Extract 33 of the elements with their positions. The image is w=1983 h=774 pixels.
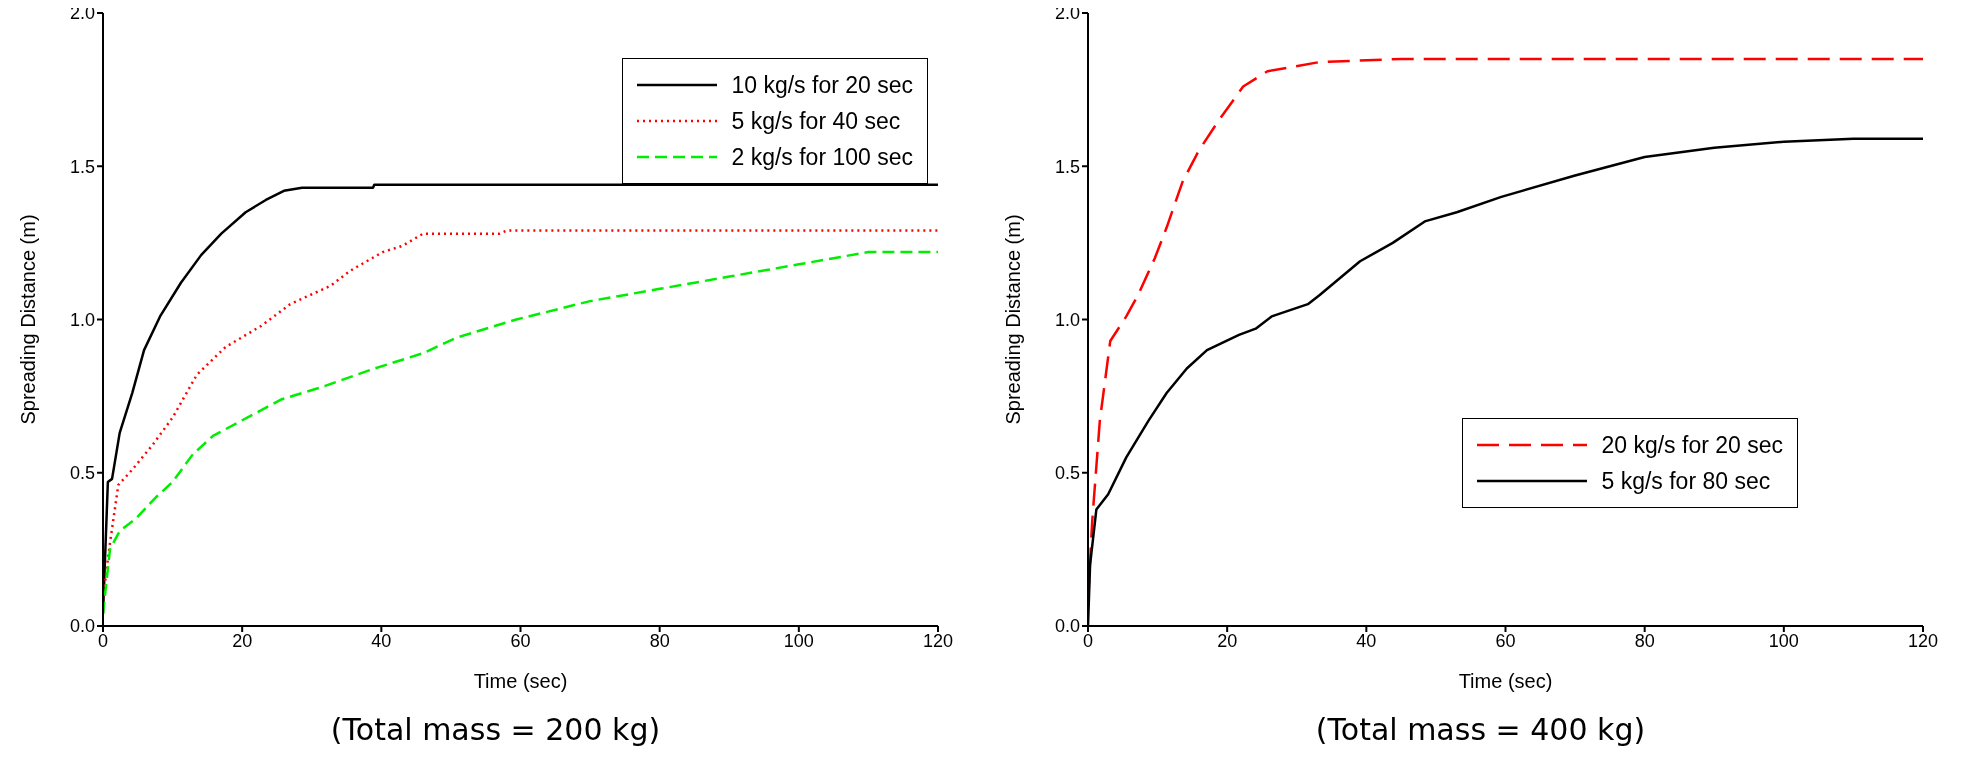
legend-label: 5 kg/s for 40 sec [731,107,901,135]
y-tick-label: 1.0 [1054,309,1080,330]
legend-label: 20 kg/s for 20 sec [1601,431,1783,459]
x-tick-label: 0 [97,630,109,651]
x-tick-label: 80 [649,630,670,651]
x-axis-title: Time (sec) [473,670,568,692]
text: (Total mass = 400 kg) [1314,712,1647,747]
y-tick-label: 0.0 [69,616,95,637]
y-axis-title: Spreading Distance (m) [1002,214,1025,425]
y-tick-label: 1.0 [69,309,95,330]
x-tick-label: 120 [922,630,954,651]
y-tick-label: 0.0 [1054,616,1080,637]
x-axis-title: Time (sec) [1458,670,1553,692]
x-tick-label: 100 [1768,630,1799,651]
x-tick-label: 60 [1495,630,1516,651]
y-tick-label: 1.5 [1054,156,1080,177]
legend-label: 5 kg/s for 80 sec [1601,467,1771,495]
x-tick-label: 20 [232,630,253,651]
y-tick-label: 0.5 [69,463,95,484]
x-tick-label: 40 [371,630,392,651]
legend-label: 10 kg/s for 20 sec [731,71,913,99]
x-tick-label: 60 [510,630,531,651]
x-tick-label: 40 [1356,630,1377,651]
text: (Total mass = 200 kg) [329,712,662,747]
x-tick-label: 80 [1634,630,1655,651]
legend-label: 2 kg/s for 100 sec [731,143,913,171]
y-tick-label: 1.5 [69,156,95,177]
y-tick-label: 0.5 [1054,463,1080,484]
x-tick-label: 120 [1907,630,1939,651]
y-axis-title: Spreading Distance (m) [17,214,40,425]
x-tick-label: 100 [783,630,814,651]
x-tick-label: 0 [1082,630,1094,651]
x-tick-label: 20 [1217,630,1238,651]
